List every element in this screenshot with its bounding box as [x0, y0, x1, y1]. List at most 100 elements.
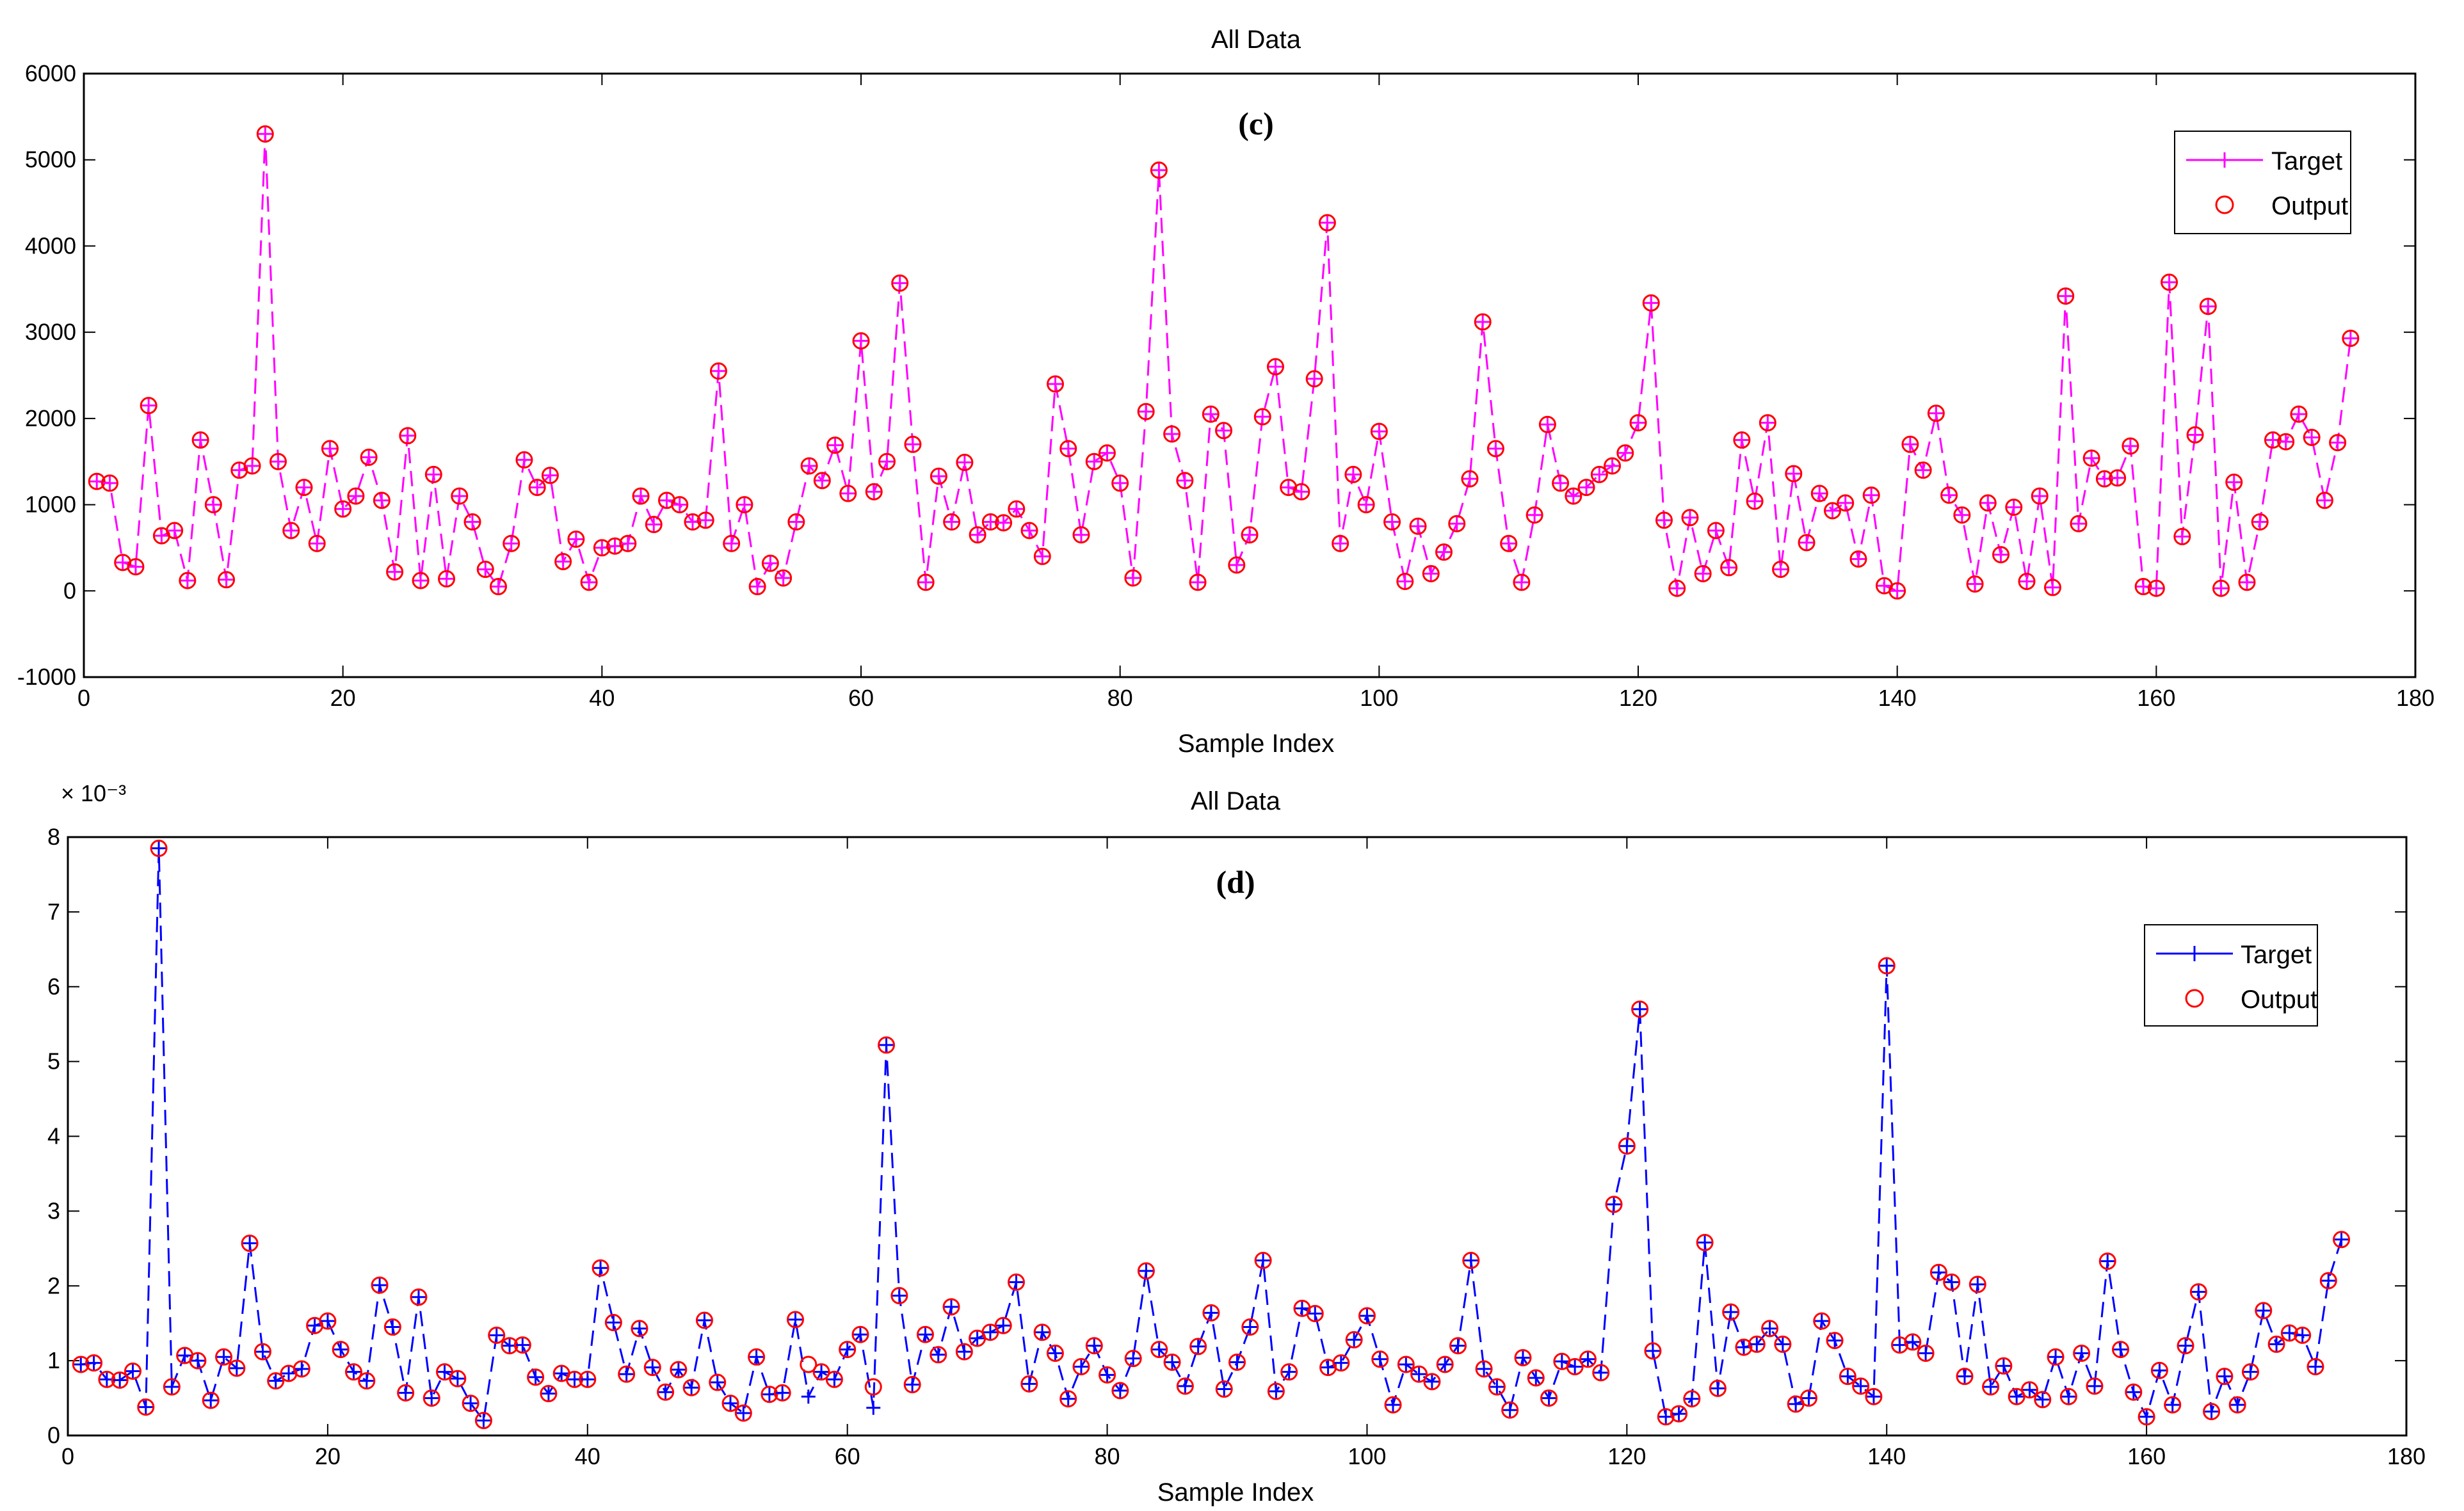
chart-c-target-point — [1864, 488, 1879, 502]
chart-d-output-point — [1735, 1338, 1753, 1356]
chart-c-legend-output-marker — [2215, 195, 2234, 214]
chart-d-output-point — [930, 1346, 947, 1364]
chart-c-output-point — [282, 522, 300, 540]
chart-d-output-point — [761, 1386, 778, 1403]
chart-c-output-point — [917, 573, 935, 591]
chart-d-output-point — [2059, 1387, 2077, 1405]
chart-d-output-point — [1059, 1390, 1077, 1408]
chart-d-target-point — [1139, 1263, 1154, 1278]
chart-d-output-point — [449, 1370, 467, 1387]
chart-d-target-point — [918, 1327, 933, 1342]
chart-d-output-point — [1241, 1318, 1259, 1336]
chart-d-target-point — [1801, 1391, 1816, 1405]
chart-c-output-point — [1707, 522, 1725, 540]
chart-c-target-point — [219, 572, 234, 587]
chart-c-output-point — [1461, 470, 1479, 488]
chart-d-output-point — [2307, 1357, 2324, 1375]
chart-c-target-point — [1385, 515, 1399, 529]
chart-c-target-point — [1929, 406, 1944, 420]
chart-d-target-point — [1607, 1197, 1622, 1211]
chart-c-output-point — [2161, 273, 2178, 291]
chart-c-target-point — [530, 480, 545, 495]
chart-c-target-point — [867, 484, 882, 499]
chart-c-target-point — [1553, 476, 1568, 490]
chart-c-output-point — [1810, 484, 1828, 502]
chart-d-target-point — [1035, 1325, 1050, 1339]
chart-d-target-point — [697, 1313, 712, 1328]
chart-d-xtick-label: 100 — [1348, 1443, 1386, 1469]
chart-c-output-point — [2070, 515, 2088, 532]
chart-d-target-point — [619, 1367, 634, 1382]
chart-d-target-point — [2009, 1389, 2024, 1404]
chart-c-output-point — [761, 554, 779, 572]
chart-c-output-point — [1422, 564, 1440, 582]
chart-d-output-point — [228, 1359, 246, 1377]
chart-c-output-point — [891, 274, 909, 292]
chart-c-legend-box — [2174, 131, 2351, 234]
chart-d-target-point — [2321, 1274, 2336, 1288]
chart-d-target-point — [1502, 1403, 1517, 1418]
chart-d-target-point — [541, 1386, 556, 1401]
chart-c-output-point — [1577, 479, 1595, 497]
chart-c-output-point — [295, 479, 313, 497]
chart-c-target-point — [1061, 442, 1075, 456]
chart-c-target-point — [374, 493, 389, 508]
chart-c-output-point — [1746, 492, 1764, 510]
chart-d-target-point — [1789, 1396, 1803, 1411]
chart-d-plot-area — [67, 836, 2408, 1437]
chart-d-target-point — [1321, 1360, 1335, 1375]
chart-c-target-point — [1942, 488, 1956, 502]
chart-d-output-point — [825, 1370, 843, 1388]
chart-c-output-point — [1189, 573, 1207, 591]
chart-c-output-point — [1435, 543, 1453, 561]
chart-d-output-point — [410, 1288, 428, 1306]
chart-d-target-point — [282, 1366, 296, 1380]
chart-d-output-point — [1891, 1336, 1909, 1354]
chart-c-output-point — [904, 435, 922, 453]
chart-d-target-point — [1243, 1320, 1257, 1334]
chart-d-output-point — [1839, 1368, 1856, 1386]
chart-c-target-point — [1100, 445, 1115, 460]
chart-d-output-point — [1800, 1389, 1817, 1407]
chart-d-output-point — [2177, 1337, 2194, 1355]
chart-panel-d: × 10⁻³ All Data (d) 0 20 40 60 80 100 120 140 16… — [47, 780, 2426, 1507]
chart-d-target-point — [736, 1405, 751, 1420]
chart-c-output-point — [515, 451, 533, 469]
chart-c-target-point — [154, 529, 169, 543]
chart-c-output-point — [826, 436, 844, 454]
chart-c-target-point — [1916, 463, 1931, 477]
chart-d-target-point — [1100, 1368, 1115, 1382]
chart-d-scale-label: × 10⁻³ — [61, 780, 126, 806]
chart-c-target-point — [1476, 314, 1490, 329]
chart-c-output-point — [1150, 161, 1168, 179]
chart-c-output-point — [878, 452, 896, 470]
chart-c-legend-target-label: Target — [2271, 147, 2342, 175]
chart-c-output-point — [1849, 550, 1867, 568]
chart-d-target-point — [2035, 1392, 2050, 1407]
chart-c-target-point — [1462, 472, 1477, 486]
chart-d-output-point — [1657, 1408, 1675, 1426]
chart-d-target-point — [204, 1393, 218, 1408]
chart-c-target-point — [1294, 484, 1308, 499]
chart-c-target-point — [1035, 549, 1050, 564]
chart-d-output-point — [1267, 1382, 1285, 1400]
chart-c-target-point — [815, 473, 830, 488]
chart-d-target-point — [359, 1373, 374, 1388]
chart-d-target-point — [2269, 1337, 2284, 1352]
chart-d-output-point — [1202, 1304, 1220, 1322]
chart-d-target-point — [2087, 1379, 2102, 1393]
chart-d-output-point — [2255, 1302, 2273, 1320]
chart-d-target-point — [515, 1338, 530, 1352]
chart-c-output-point — [528, 479, 546, 497]
chart-c-target-point — [1216, 423, 1231, 438]
chart-d-target-point — [2165, 1398, 2180, 1412]
chart-c-output-point — [1305, 370, 1323, 388]
chart-c-target-point — [556, 554, 570, 569]
chart-d-output-point — [1579, 1350, 1597, 1368]
chart-c-output-point — [489, 578, 507, 596]
chart-c-output-point — [2109, 469, 2127, 487]
chart-c-target-point — [439, 572, 454, 586]
chart-c-output-point — [1033, 547, 1051, 565]
chart-c-ytick-label: 0 — [63, 577, 76, 604]
chart-c-legend: Target Output — [2174, 131, 2351, 234]
